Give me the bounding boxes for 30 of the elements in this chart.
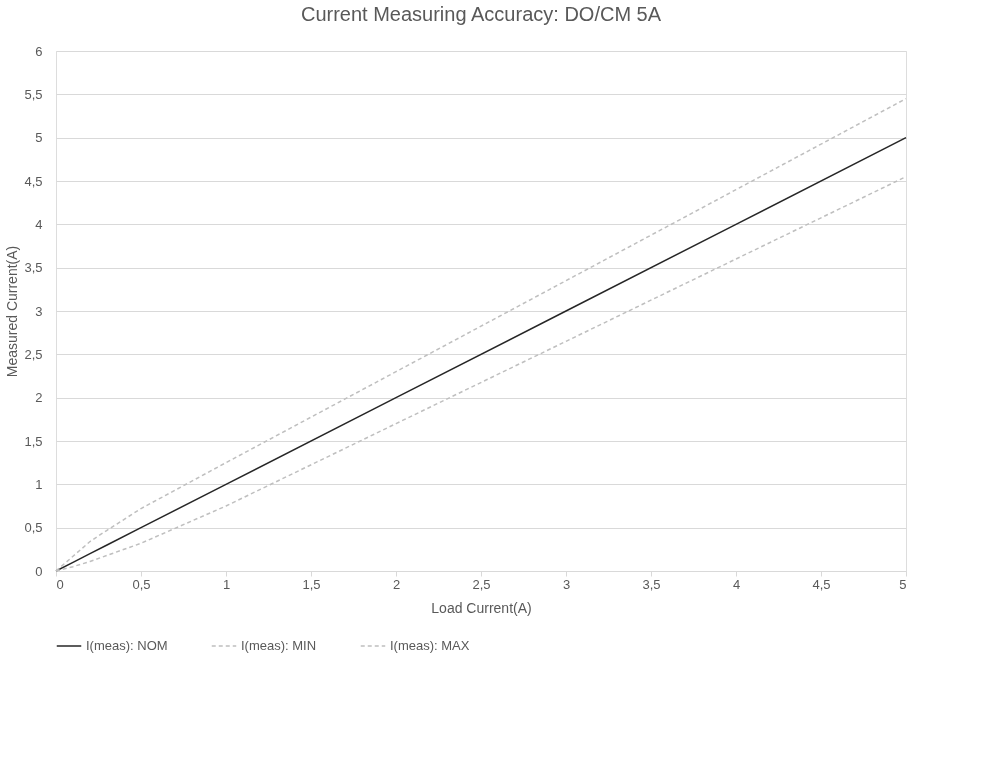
y-tick-label: 0 [35, 563, 43, 579]
y-tick-label: 6 [35, 43, 43, 59]
y-tick-label: 0,5 [24, 520, 43, 536]
x-tick-label: 1 [222, 576, 231, 592]
y-tick-label: 1,5 [24, 433, 43, 449]
y-tick-label: 1 [35, 476, 43, 492]
x-tick-label: 1,5 [302, 576, 321, 592]
x-tick-label: 2 [392, 576, 401, 592]
y-axis-title: Measured Current(A) [4, 245, 21, 378]
y-tick-label: 5 [35, 130, 43, 146]
y-tick-label: 4 [35, 216, 43, 232]
x-tick-label: 4,5 [812, 576, 831, 592]
y-tick-label: 3,5 [24, 260, 43, 276]
x-tick-label: 0,5 [132, 576, 151, 592]
x-tick-label: 2,5 [472, 576, 491, 592]
x-axis-title: Load Current(A) [431, 599, 532, 616]
x-tick-label: 5 [899, 576, 907, 592]
x-tick-label: 3 [562, 576, 571, 592]
y-tick-label: 5,5 [24, 86, 43, 102]
y-tick-label: 4,5 [24, 173, 43, 189]
chart-title: Current Measuring Accuracy: DO/CM 5A [300, 3, 662, 25]
x-tick-label: 0 [56, 576, 64, 592]
y-tick-label: 2,5 [24, 346, 43, 362]
legend-label: I(meas): NOM [86, 638, 168, 653]
y-tick-label: 3 [35, 303, 43, 319]
legend-label: I(meas): MAX [390, 638, 470, 653]
legend-label: I(meas): MIN [241, 638, 317, 653]
x-tick-label: 4 [732, 576, 741, 592]
x-tick-label: 3,5 [642, 576, 661, 592]
y-tick-label: 2 [35, 390, 43, 406]
